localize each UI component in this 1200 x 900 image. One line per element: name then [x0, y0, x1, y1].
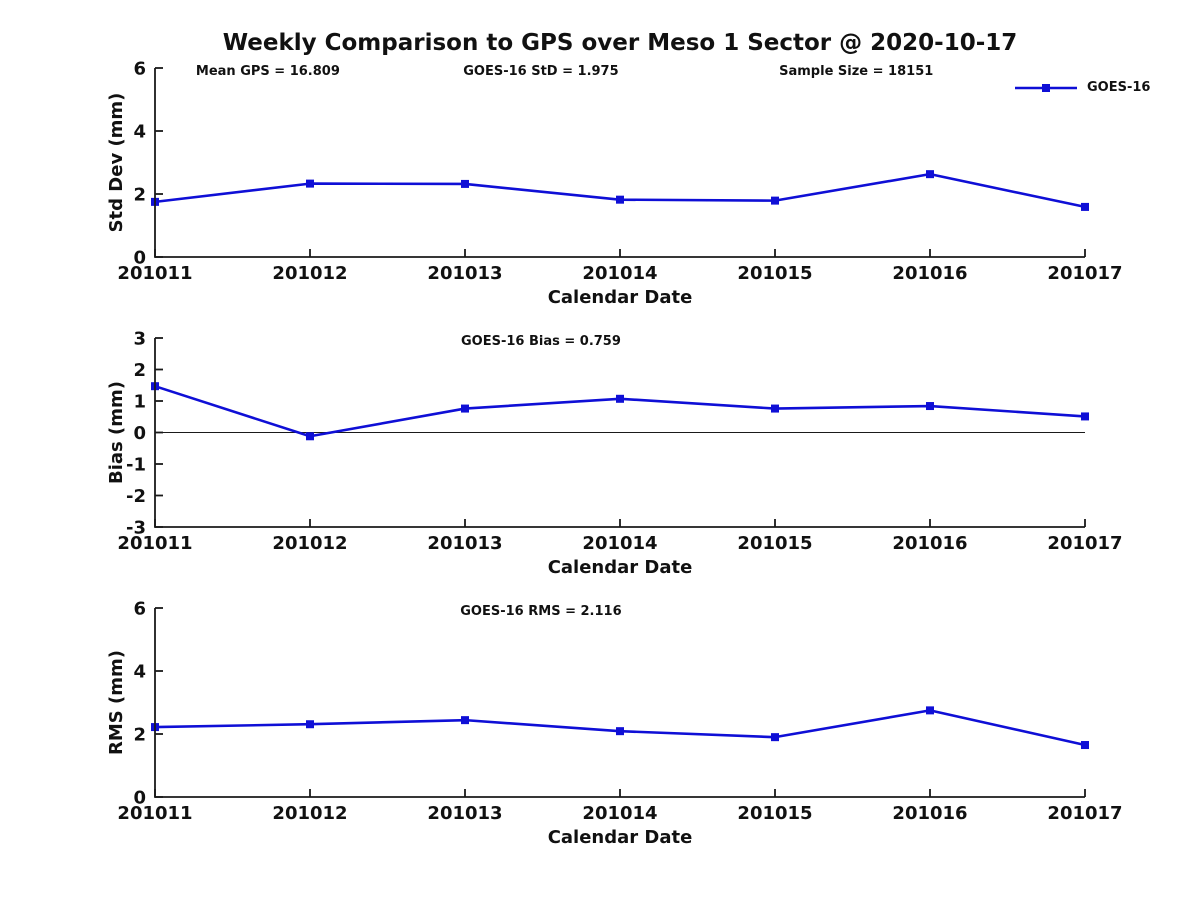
x-tick-label: 201017	[1047, 803, 1122, 824]
data-point-marker	[1081, 741, 1089, 750]
x-tick-label: 201013	[427, 533, 502, 554]
y-tick-label: -1	[126, 455, 146, 476]
x-tick-label: 201014	[582, 803, 657, 824]
x-tick-label: 201012	[272, 533, 347, 554]
y-tick-label: 6	[133, 599, 146, 620]
x-tick-label: 201011	[117, 803, 192, 824]
x-tick-label: 201011	[117, 533, 192, 554]
x-tick-label: 201016	[892, 803, 967, 824]
x-axis-label: Calendar Date	[548, 827, 693, 848]
data-point-marker	[306, 720, 314, 729]
data-point-marker	[771, 404, 779, 413]
x-tick-label: 201016	[892, 263, 967, 284]
legend: GOES-16	[1014, 80, 1150, 95]
data-point-marker	[616, 394, 624, 403]
annotation-text: Sample Size = 18151	[779, 64, 933, 79]
y-tick-label: -3	[126, 518, 146, 539]
data-point-marker	[306, 432, 314, 441]
legend-square-marker-icon	[1042, 83, 1050, 92]
y-tick-label: 3	[133, 329, 146, 350]
data-point-marker	[616, 727, 624, 736]
y-tick-label: 2	[133, 185, 146, 206]
bias-chart: -3 -2 -1 0 1 2 3 201011 201012 201013 201014 201015…	[106, 329, 1123, 579]
y-tick-label: 4	[133, 662, 146, 683]
data-point-marker	[926, 170, 934, 179]
y-axis-label: Std Dev (mm)	[106, 93, 127, 233]
x-tick-label: 201014	[582, 533, 657, 554]
data-point-marker	[461, 716, 469, 725]
stddev-chart: 0 2 4 6 201011 201012 201013 201014 201015 201016…	[106, 59, 1123, 309]
data-point-marker	[1081, 202, 1089, 211]
x-tick-label: 201017	[1047, 533, 1122, 554]
x-tick-label: 201012	[272, 263, 347, 284]
data-point-marker	[461, 179, 469, 188]
y-tick-label: 0	[133, 248, 146, 269]
data-point-marker	[616, 195, 624, 204]
data-point-marker	[1081, 412, 1089, 421]
x-axis-label: Calendar Date	[548, 557, 693, 578]
data-point-marker	[771, 196, 779, 205]
annotation-text: GOES-16 StD = 1.975	[463, 64, 618, 79]
y-tick-label: 1	[133, 392, 146, 413]
data-point-marker	[926, 402, 934, 411]
x-tick-label: 201014	[582, 263, 657, 284]
x-tick-label: 201015	[737, 263, 812, 284]
y-axis-label: RMS (mm)	[106, 650, 127, 755]
x-tick-label: 201013	[427, 803, 502, 824]
data-point-marker	[461, 404, 469, 413]
y-tick-label: 0	[133, 423, 146, 444]
annotation-text: GOES-16 RMS = 2.116	[460, 604, 621, 619]
x-tick-label: 201015	[737, 803, 812, 824]
data-point-marker	[926, 706, 934, 715]
x-tick-label: 201013	[427, 263, 502, 284]
legend-label: GOES-16	[1087, 80, 1151, 95]
annotation-text: GOES-16 Bias = 0.759	[461, 334, 621, 349]
series-line-goes-16	[154, 384, 1086, 438]
y-tick-label: 4	[133, 122, 146, 143]
rms-chart: 0 2 4 6 201011 201012 201013 201014 201015 201016…	[106, 599, 1123, 849]
x-tick-label: 201017	[1047, 263, 1122, 284]
x-tick-label: 201016	[892, 533, 967, 554]
x-tick-label: 201015	[737, 533, 812, 554]
data-point-marker	[306, 179, 314, 188]
x-tick-label: 201012	[272, 803, 347, 824]
y-tick-label: 2	[133, 725, 146, 746]
legend-line-marker-icon	[1015, 83, 1077, 92]
y-tick-label: -2	[126, 486, 146, 507]
annotation-text: Mean GPS = 16.809	[196, 64, 340, 79]
data-point-marker	[771, 733, 779, 742]
y-tick-label: 2	[133, 360, 146, 381]
figure-title: Weekly Comparison to GPS over Meso 1 Sec…	[222, 30, 1018, 56]
x-axis-label: Calendar Date	[548, 287, 693, 308]
y-axis-label: Bias (mm)	[106, 381, 127, 484]
x-tick-label: 201011	[117, 263, 192, 284]
y-tick-label: 6	[133, 59, 146, 80]
y-tick-label: 0	[133, 788, 146, 809]
